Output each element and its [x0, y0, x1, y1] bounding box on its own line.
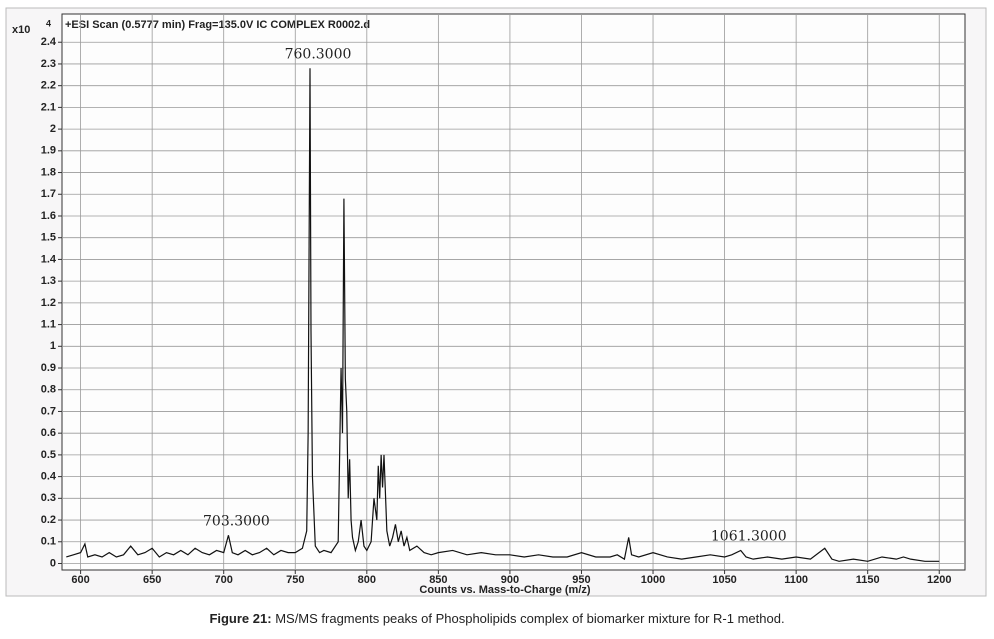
y-unit-exponent: 4: [46, 18, 51, 28]
x-tick-label: 1100: [784, 574, 808, 586]
y-tick-label: 1.8: [41, 166, 56, 178]
x-tick-label: 950: [572, 574, 590, 586]
peak-label: 703.3000: [203, 513, 270, 529]
y-tick-label: 2.3: [41, 58, 56, 70]
x-tick-label: 800: [358, 574, 376, 586]
y-tick-label: 1.9: [41, 145, 56, 157]
y-tick-label: 1.3: [41, 275, 56, 287]
y-tick-label: 0: [50, 557, 56, 569]
plot-area: [61, 13, 966, 571]
y-tick-label: 0.3: [41, 492, 56, 504]
caption: Figure 21: MS/MS fragments peaks of Phos…: [0, 611, 994, 626]
x-tick-label: 1150: [856, 574, 880, 586]
chart: +ESI Scan (0.5777 min) Frag=135.0V IC CO…: [5, 7, 987, 597]
y-unit: x10: [12, 24, 30, 36]
caption-label: Figure 21:: [209, 611, 272, 626]
y-tick-label: 1.2: [41, 297, 56, 309]
y-tick-label: 1.7: [41, 188, 56, 200]
y-tick-label: 0.7: [41, 405, 56, 417]
x-tick-label: 1050: [712, 574, 736, 586]
caption-text: MS/MS fragments peaks of Phospholipids c…: [275, 611, 785, 626]
peak-label: 1061.3000: [711, 528, 787, 544]
y-tick-label: 2: [50, 123, 56, 135]
y-tick-label: 1.1: [41, 318, 56, 330]
x-tick-label: 700: [215, 574, 233, 586]
y-tick-label: 0.1: [41, 536, 56, 548]
y-tick-label: 2.1: [41, 101, 56, 113]
y-tick-label: 2.2: [41, 80, 56, 92]
x-tick-label: 850: [429, 574, 447, 586]
chart-title: +ESI Scan (0.5777 min) Frag=135.0V IC CO…: [65, 19, 370, 31]
y-tick-label: 1.6: [41, 210, 56, 222]
y-tick-label: 0.2: [41, 514, 56, 526]
x-tick-label: 1000: [641, 574, 665, 586]
y-tick-label: 0.8: [41, 384, 56, 396]
y-tick-label: 1.4: [41, 253, 57, 265]
y-tick-label: 0.9: [41, 362, 56, 374]
y-tick-label: 1: [50, 340, 56, 352]
x-tick-label: 750: [286, 574, 304, 586]
spectrum-line: [66, 68, 940, 562]
x-tick-label: 600: [71, 574, 89, 586]
x-tick-label: 650: [143, 574, 161, 586]
x-tick-label: 900: [501, 574, 519, 586]
x-axis-label: Counts vs. Mass-to-Charge (m/z): [419, 584, 590, 596]
peak-label: 760.3000: [285, 46, 352, 62]
y-tick-label: 0.5: [41, 449, 56, 461]
y-tick-label: 0.4: [41, 471, 57, 483]
x-tick-label: 1200: [927, 574, 951, 586]
y-tick-label: 0.6: [41, 427, 56, 439]
y-tick-label: 1.5: [41, 232, 56, 244]
y-tick-label: 2.4: [41, 36, 57, 48]
